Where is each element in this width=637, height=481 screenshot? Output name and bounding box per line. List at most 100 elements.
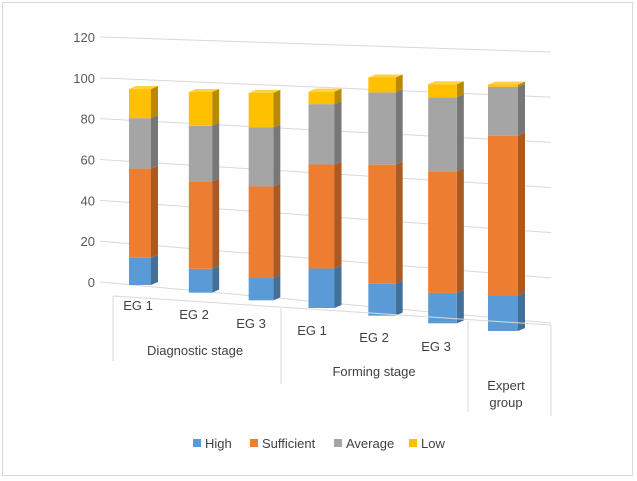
bar-segment xyxy=(428,81,464,98)
bar-side xyxy=(273,89,281,128)
bar-top xyxy=(428,81,464,85)
bar-side xyxy=(273,124,281,187)
x-axis: EG 1 EG 2 EG 3 EG 1 EG 2 EG 3 Diagnostic stage… xyxy=(112,295,552,416)
bar-side xyxy=(518,132,525,296)
bar xyxy=(188,125,213,182)
bar xyxy=(368,164,396,284)
legend-swatch xyxy=(193,439,201,447)
bar-stack xyxy=(188,89,220,293)
bar-segment xyxy=(488,292,525,331)
bar-segment xyxy=(188,122,220,182)
legend-item: High xyxy=(193,436,232,451)
bar xyxy=(248,277,274,301)
legend-label: Average xyxy=(346,436,394,451)
bar-top xyxy=(488,81,525,85)
bar xyxy=(428,171,457,293)
bar xyxy=(308,268,335,308)
bar xyxy=(368,283,396,316)
bar-segment xyxy=(248,124,281,187)
bar-segment xyxy=(308,161,342,269)
bar-segment xyxy=(368,280,403,316)
bar xyxy=(129,168,151,258)
bar xyxy=(488,86,518,136)
bar-segment xyxy=(129,115,158,169)
bar-top xyxy=(308,88,342,92)
x-tick-label: Expert group xyxy=(487,378,525,410)
bar-side xyxy=(273,274,281,301)
x-tick-label: EG 3 xyxy=(421,339,451,354)
bar xyxy=(308,164,335,269)
bar-side xyxy=(456,168,464,293)
bar-side xyxy=(456,289,464,324)
y-tick-label: 20 xyxy=(81,234,95,249)
bar-side xyxy=(518,292,525,331)
bar-side xyxy=(395,161,403,284)
bar xyxy=(488,295,518,331)
y-tick-label: 60 xyxy=(81,153,95,168)
bar xyxy=(248,186,274,278)
legend-swatch xyxy=(334,439,342,447)
legend-item: Average xyxy=(334,436,394,451)
bar-side xyxy=(151,254,158,285)
bar-stack xyxy=(308,88,342,308)
y-tick-label: 80 xyxy=(81,112,95,127)
bar-segment xyxy=(488,83,525,136)
bar xyxy=(129,257,151,285)
bar-segment xyxy=(129,165,158,258)
bar xyxy=(188,181,213,269)
legend-item: Sufficient xyxy=(250,436,316,451)
bar-segment xyxy=(188,265,220,293)
bar-side xyxy=(518,81,525,87)
bar-stack xyxy=(368,74,403,316)
bar-side xyxy=(273,183,281,278)
bar-side xyxy=(395,74,403,93)
bar-side xyxy=(456,81,464,98)
bar-stack xyxy=(129,86,158,285)
x-group-label: Forming stage xyxy=(332,364,415,379)
bar-side xyxy=(212,122,220,182)
bar-segment xyxy=(428,94,464,172)
chart-frame: 0 20 40 60 80 100 120 EG 1 EG 2 EG 3 EG 1 EG 2 EG 3… xyxy=(2,2,633,476)
bar-segment xyxy=(488,81,525,87)
legend-label: High xyxy=(205,436,232,451)
legend-label: Low xyxy=(421,436,445,451)
bar-segment xyxy=(248,183,281,278)
gridline xyxy=(99,36,552,53)
y-tick-label: 100 xyxy=(73,71,95,86)
bar-top xyxy=(248,89,281,93)
legend-label: Sufficient xyxy=(262,436,316,451)
bar-side xyxy=(212,265,220,293)
bar-stack xyxy=(488,81,525,331)
bar-side xyxy=(151,165,158,258)
bar-segment xyxy=(129,254,158,285)
bar-segment xyxy=(368,74,403,93)
x-group-label: Diagnostic stage xyxy=(147,343,243,358)
bar-top xyxy=(188,89,220,93)
bar-side xyxy=(334,161,342,269)
x-tick-label: EG 1 xyxy=(123,298,153,313)
bar-side xyxy=(334,101,342,165)
bar-segment xyxy=(188,178,220,269)
bar-segment xyxy=(188,89,220,126)
bar xyxy=(368,92,396,165)
bar-segment xyxy=(488,132,525,296)
bar-side xyxy=(212,178,220,269)
bar-side xyxy=(212,89,220,126)
bar xyxy=(308,91,335,105)
bar-side xyxy=(395,280,403,316)
bar-segment xyxy=(428,168,464,293)
bar xyxy=(368,77,396,93)
bar-segment xyxy=(308,265,342,308)
legend: High Sufficient Average Low xyxy=(193,436,445,451)
bar-segment xyxy=(308,88,342,105)
bar xyxy=(248,127,274,187)
bar-side xyxy=(456,94,464,172)
bar xyxy=(488,84,518,87)
bar-segment xyxy=(368,161,403,284)
bar xyxy=(129,89,151,119)
bar-segment xyxy=(368,89,403,165)
y-axis-ticks: 0 20 40 60 80 100 120 xyxy=(73,30,95,290)
bars xyxy=(129,74,525,331)
bar-top xyxy=(129,86,158,90)
bar-side xyxy=(151,115,158,169)
